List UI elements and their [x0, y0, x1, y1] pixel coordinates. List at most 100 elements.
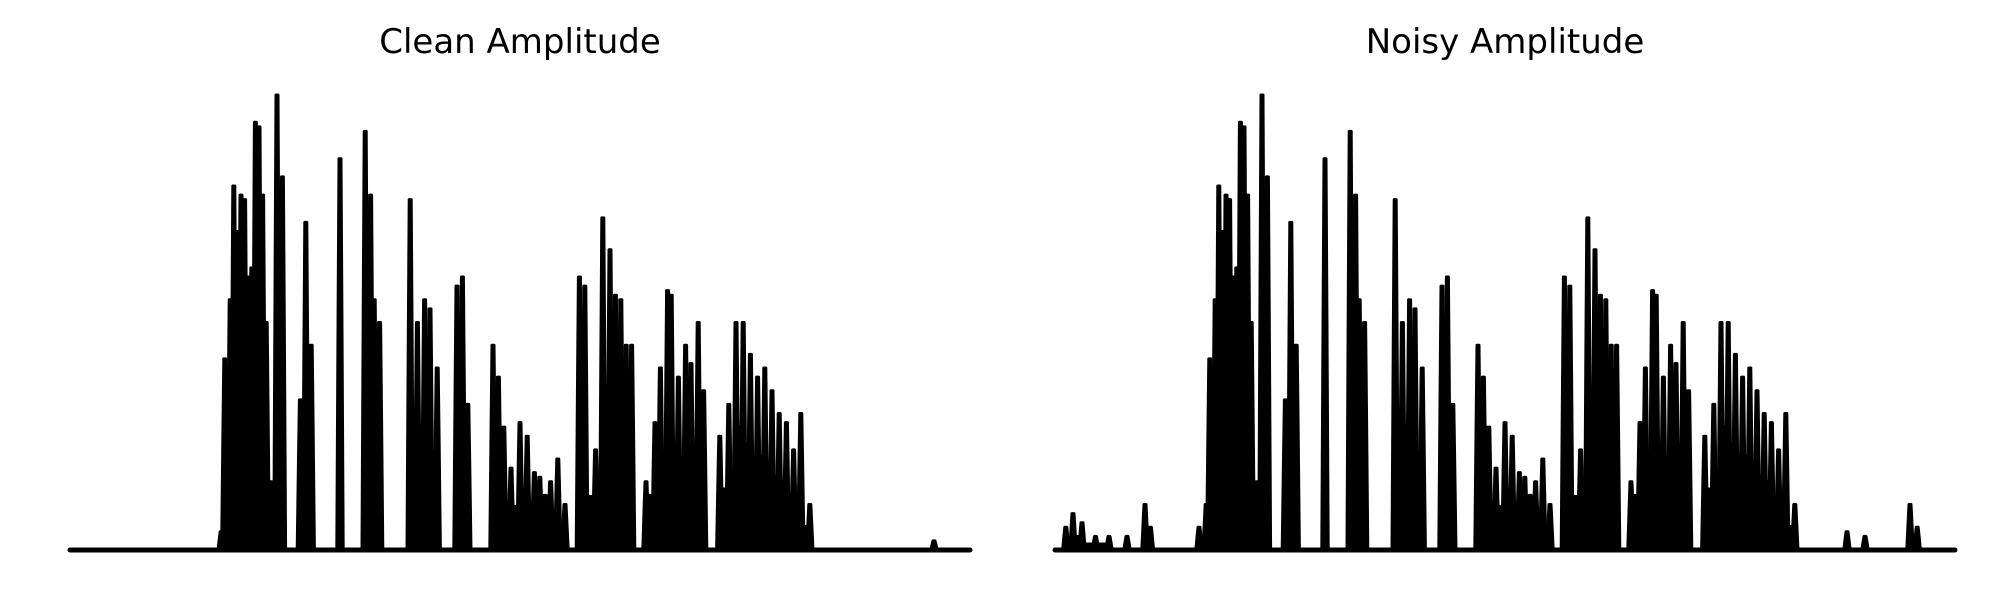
amplitude-fill — [365, 354, 371, 550]
amplitude-fill — [1634, 519, 1640, 550]
amplitude-fill — [1713, 469, 1721, 550]
amplitude-fill — [1569, 494, 1581, 550]
amplitude-fill — [655, 479, 661, 550]
amplitude-fill — [1244, 354, 1248, 550]
amplitude-fill — [424, 417, 430, 550]
amplitude-fill — [660, 449, 668, 550]
amplitude-fill — [1229, 399, 1234, 550]
amplitude-fill — [557, 524, 565, 550]
amplitude-fill — [764, 462, 772, 550]
amplitude-fill — [1226, 357, 1230, 550]
amplitude-fill — [230, 412, 234, 550]
chart-title: Noisy Amplitude — [1365, 22, 1645, 62]
amplitude-fill — [1395, 424, 1403, 550]
amplitude-fill — [1247, 424, 1252, 550]
amplitude-fill — [719, 487, 729, 550]
amplitude-fill — [800, 524, 810, 550]
amplitude-fill — [1542, 524, 1550, 550]
amplitude-fill — [248, 399, 252, 550]
amplitude-fill — [1640, 479, 1646, 550]
amplitude-fill — [266, 512, 272, 550]
amplitude-fill — [1785, 524, 1795, 550]
amplitude-fill — [1290, 437, 1297, 550]
amplitude-fill — [1082, 542, 1096, 550]
amplitude-fill — [1587, 384, 1595, 550]
amplitude-fill — [1483, 482, 1489, 550]
amplitude-fill — [1236, 394, 1241, 550]
amplitude-fill — [743, 442, 751, 550]
amplitude-fill — [649, 519, 655, 550]
amplitude-fill — [534, 509, 540, 550]
amplitude-fill — [685, 447, 691, 550]
clean-amplitude-plot — [67, 93, 973, 553]
amplitude-fill — [493, 454, 499, 550]
amplitude-fill — [1256, 512, 1262, 550]
chart-title: Clean Amplitude — [379, 22, 661, 62]
amplitude-fill — [237, 374, 241, 550]
amplitude-fill — [678, 454, 686, 550]
amplitude-fill — [1199, 537, 1207, 550]
amplitude-fill — [374, 424, 380, 550]
amplitude-fill — [1764, 479, 1772, 550]
amplitude-fill — [1778, 494, 1786, 550]
amplitude-fill — [1415, 449, 1423, 550]
amplitude-fill — [779, 479, 787, 550]
amplitude-fill — [786, 494, 794, 550]
amplitude-fill — [1402, 424, 1410, 550]
amplitude-fill — [545, 519, 551, 550]
amplitude-fill — [1215, 412, 1219, 550]
amplitude-fill — [595, 494, 603, 550]
amplitude-fill — [772, 474, 780, 550]
amplitude-fill — [671, 454, 679, 550]
amplitude-fill — [1652, 409, 1657, 550]
chart-panel-noisy: Noisy Amplitude — [1052, 0, 1958, 600]
chart-panel-clean: Clean Amplitude — [67, 0, 973, 600]
amplitude-fill — [1206, 524, 1210, 550]
amplitude-fill — [1735, 454, 1743, 550]
amplitude-fill — [750, 454, 758, 550]
amplitude-fill — [793, 494, 801, 550]
amplitude-fill — [1704, 487, 1714, 550]
amplitude-fill — [1209, 444, 1216, 550]
amplitude-fill — [1355, 412, 1360, 550]
amplitude-fill — [1535, 512, 1543, 550]
amplitude-fill — [1095, 542, 1109, 550]
amplitude-fill — [1564, 404, 1570, 550]
amplitude-fill — [503, 504, 511, 550]
amplitude-fill — [1631, 519, 1635, 550]
amplitude-fill — [1240, 317, 1244, 550]
amplitude-fill — [410, 424, 418, 550]
amplitude-fill — [305, 437, 312, 550]
amplitude-fill — [1512, 507, 1520, 550]
amplitude-fill — [233, 374, 238, 550]
amplitude-fill — [691, 447, 699, 550]
amplitude-fill — [1595, 409, 1601, 550]
amplitude-fill — [1757, 474, 1765, 550]
amplitude-fill — [1505, 487, 1513, 550]
amplitude-fill — [498, 482, 504, 550]
amplitude-fill — [667, 409, 672, 550]
amplitude-fill — [300, 467, 306, 550]
amplitude-fill — [1749, 462, 1757, 550]
amplitude-fill — [1350, 354, 1356, 550]
amplitude-fill — [1073, 534, 1082, 550]
amplitude-fill — [728, 469, 736, 550]
amplitude-fill — [1670, 447, 1676, 550]
amplitude-fill — [527, 507, 535, 550]
amplitude-fill — [1409, 417, 1415, 550]
amplitude-fill — [1742, 454, 1750, 550]
amplitude-fill — [430, 449, 438, 550]
amplitude-fill — [1496, 504, 1505, 550]
amplitude-fill — [1359, 424, 1365, 550]
amplitude-fill — [1524, 519, 1531, 550]
amplitude-fill — [1478, 454, 1484, 550]
amplitude-fill — [1683, 462, 1689, 550]
amplitude-fill — [1442, 404, 1448, 550]
amplitude-fill — [646, 519, 650, 550]
amplitude-fill — [757, 454, 765, 550]
amplitude-fill — [462, 469, 468, 550]
amplitude-fill — [1771, 494, 1779, 550]
amplitude-fill — [584, 494, 596, 550]
amplitude-fill — [1222, 374, 1226, 550]
amplitude-fill — [244, 399, 249, 550]
